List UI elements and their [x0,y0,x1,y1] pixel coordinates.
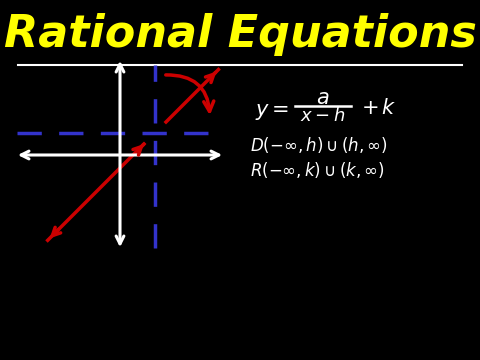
Text: $+ \, k$: $+ \, k$ [361,98,396,118]
Text: $x - h$: $x - h$ [300,107,346,125]
Text: $R(-\infty, k) \cup (k, \infty)$: $R(-\infty, k) \cup (k, \infty)$ [250,160,384,180]
Text: Rational Equations: Rational Equations [3,13,477,57]
Text: $D(-\infty, h) \cup (h, \infty)$: $D(-\infty, h) \cup (h, \infty)$ [250,135,388,155]
Text: $y = $: $y = $ [255,102,289,122]
Text: $a$: $a$ [316,88,330,108]
FancyArrowPatch shape [166,75,214,111]
